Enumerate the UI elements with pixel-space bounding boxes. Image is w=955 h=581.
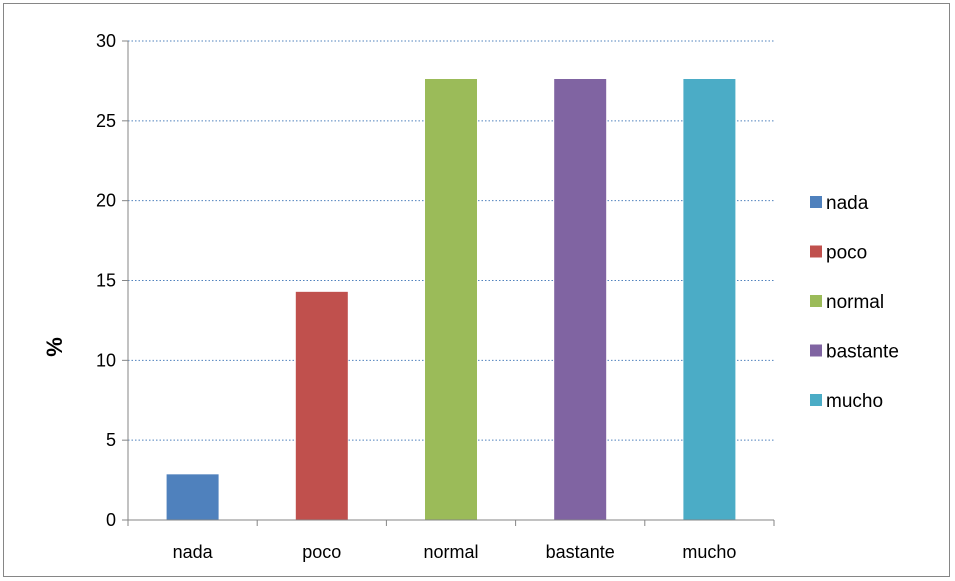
bar-mucho <box>683 79 736 520</box>
legend-swatch-poco <box>810 245 822 258</box>
legend: nada poco normal bastante mucho <box>810 193 899 412</box>
bar-chart: 0 5 10 15 20 25 30 nada poco normal bastante mucho… <box>42 31 899 562</box>
legend-label-poco: poco <box>826 243 867 264</box>
chart-frame: 0 5 10 15 20 25 30 nada poco normal bastante mucho… <box>3 3 950 577</box>
axes <box>122 40 775 526</box>
y-tick-label: 15 <box>96 271 116 291</box>
bar-poco <box>295 291 348 520</box>
x-tick-label: normal <box>423 542 478 562</box>
legend-label-bastante: bastante <box>826 342 899 363</box>
x-tick-label: poco <box>302 542 341 562</box>
x-tick-label: mucho <box>682 542 736 562</box>
legend-swatch-mucho <box>810 394 822 406</box>
bar-nada <box>166 474 219 520</box>
bar-normal <box>425 79 477 520</box>
legend-label-mucho: mucho <box>826 391 883 412</box>
x-tick-label: nada <box>173 542 214 562</box>
legend-swatch-normal <box>810 295 822 307</box>
y-tick-label: 5 <box>106 430 116 450</box>
bars <box>166 79 736 520</box>
y-tick-label: 20 <box>96 191 116 211</box>
legend-swatch-bastante <box>810 344 822 357</box>
y-tick-label: 10 <box>96 350 116 370</box>
bar-bastante <box>554 79 607 520</box>
y-tick-label: 30 <box>96 31 116 51</box>
legend-label-normal: normal <box>826 292 884 313</box>
y-tick-label: 0 <box>106 510 116 530</box>
legend-label-nada: nada <box>826 193 869 214</box>
x-tick-label: bastante <box>546 542 615 562</box>
y-tick-label: 25 <box>96 111 116 131</box>
x-tick-labels: nada poco normal bastante mucho <box>173 542 737 562</box>
y-tick-labels: 0 5 10 15 20 25 30 <box>96 31 116 530</box>
y-axis-label: % <box>42 337 67 357</box>
legend-swatch-nada <box>810 196 822 208</box>
y-axis-label-group: % <box>42 337 67 357</box>
